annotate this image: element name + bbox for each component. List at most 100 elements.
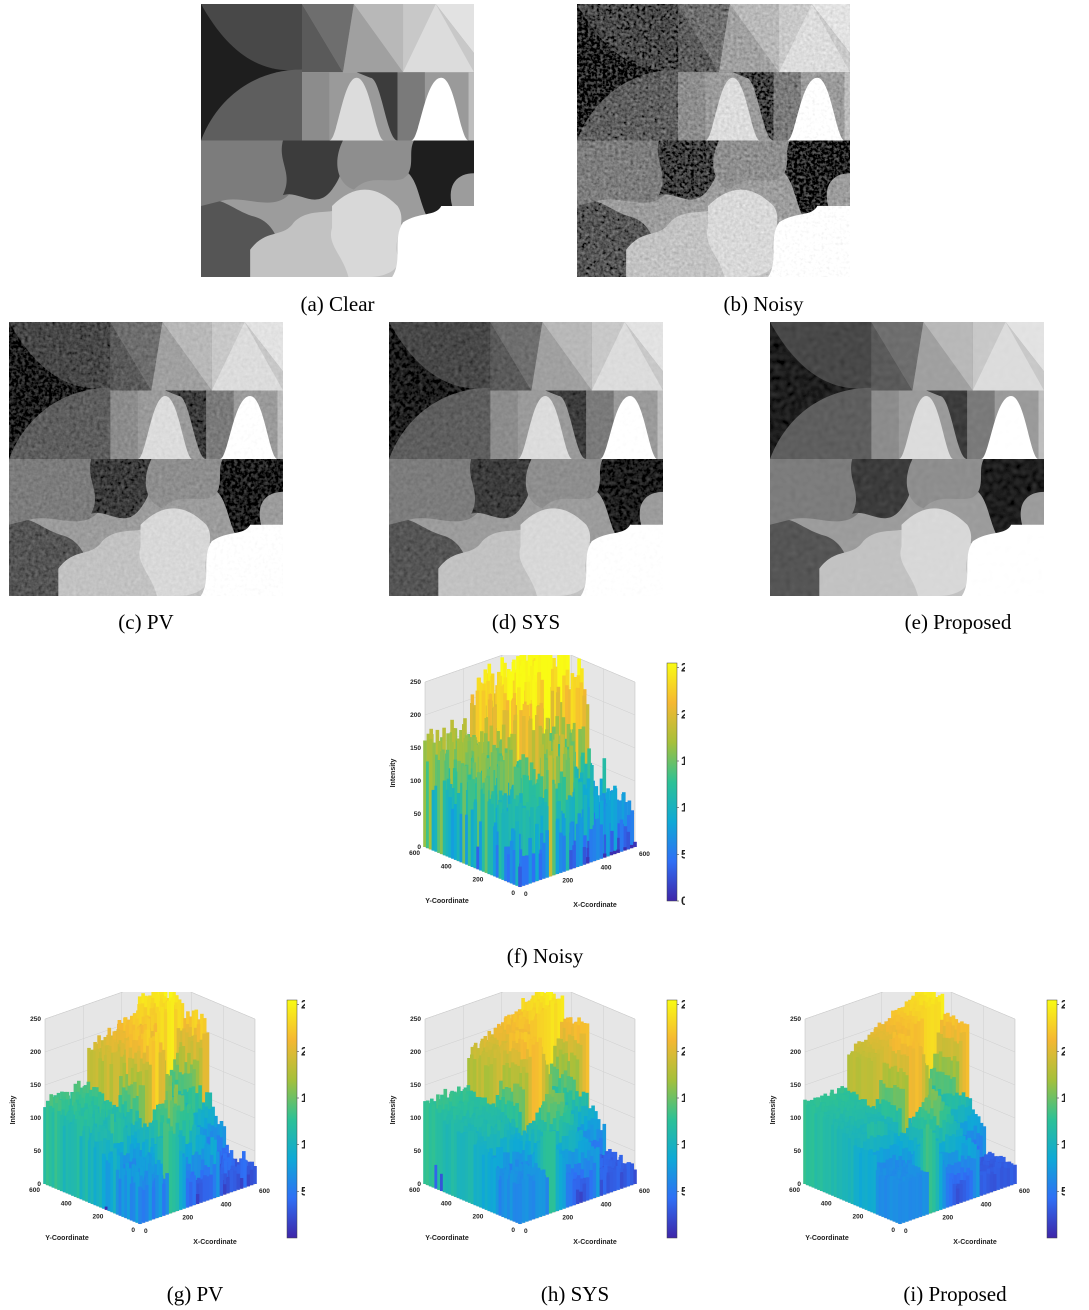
- pv-image: [9, 322, 283, 596]
- surface-column: [465, 1133, 469, 1202]
- surface-column: [518, 866, 522, 887]
- surface-column: [525, 810, 530, 883]
- surface-column: [107, 1162, 112, 1211]
- proposed-image: [770, 322, 1044, 596]
- x-axis-label: X-Ccordinate: [573, 1239, 617, 1246]
- surface-column: [870, 1155, 874, 1213]
- surface-column: [568, 850, 573, 870]
- surface-column: [437, 1112, 441, 1190]
- surface-column: [87, 1140, 92, 1203]
- colorbar-tick-label: 50: [301, 1184, 305, 1198]
- surface-column: [572, 1180, 576, 1206]
- z-axis-label: Intensity: [390, 1096, 397, 1125]
- surface-column: [423, 1101, 427, 1184]
- sys-image: [389, 322, 663, 596]
- surface-column: [603, 834, 607, 856]
- surface-column: [911, 1048, 916, 1183]
- surface-column: [440, 751, 444, 855]
- surface-column: [105, 1160, 109, 1208]
- surface-column: [606, 1175, 610, 1194]
- surface-column: [129, 1183, 134, 1221]
- surface-column: [579, 1191, 583, 1203]
- surface-column: [522, 807, 526, 884]
- surface-column: [470, 1132, 475, 1204]
- surface-column: [859, 1153, 863, 1208]
- surface-column: [585, 857, 590, 864]
- surface-column: [172, 1133, 176, 1213]
- surface-column: [582, 847, 587, 865]
- surface-column: [1006, 1168, 1010, 1187]
- surface-column: [512, 850, 517, 885]
- surface-column: [806, 1104, 810, 1186]
- y-tick-label: 200: [472, 1214, 483, 1221]
- surface-column: [626, 1162, 630, 1187]
- surface-column: [79, 1136, 84, 1200]
- surface-column: [569, 822, 574, 867]
- x-tick-label: 0: [524, 1228, 528, 1235]
- surface-column: [101, 1153, 106, 1209]
- surface-column: [908, 1045, 913, 1182]
- surface-column: [617, 823, 622, 849]
- surface-column: [525, 855, 529, 885]
- surface-column: [518, 1184, 522, 1224]
- x-tick-label: 600: [259, 1188, 270, 1195]
- surface-column: [423, 740, 427, 847]
- surface-column: [435, 1108, 439, 1187]
- surface-column: [223, 1173, 227, 1193]
- surface-column: [110, 1157, 114, 1213]
- surface-column: [431, 789, 436, 851]
- surface-column: [1013, 1164, 1017, 1184]
- surface-plot-sys: 0 50 100 150 200 250 Intensity 0 200 400 600 Y-Coor…: [385, 978, 701, 1252]
- colorbar-bar: [286, 999, 298, 1239]
- surface: [803, 987, 1017, 1224]
- x-tick-label: 200: [182, 1215, 193, 1222]
- surface-column: [104, 1206, 109, 1210]
- surface-column: [521, 1179, 526, 1223]
- surface-column: [633, 841, 637, 847]
- surface-column: [1009, 1163, 1014, 1186]
- colorbar-tick-label: 150: [681, 754, 685, 768]
- z-tick-label: 250: [410, 679, 421, 686]
- colorbar-tick-label: 100: [681, 1138, 685, 1152]
- surface-column: [531, 853, 536, 883]
- surface-column: [616, 849, 620, 853]
- surface-column: [484, 778, 489, 873]
- surface-column: [923, 1128, 927, 1212]
- surface-column: [574, 777, 579, 859]
- surface-column: [182, 1156, 186, 1209]
- z-tick-label: 200: [410, 1049, 421, 1056]
- surface-column: [155, 1175, 159, 1219]
- surface-column: [451, 1119, 455, 1196]
- colorbar-tick-label: 150: [301, 1091, 305, 1105]
- surface-column: [85, 1126, 89, 1202]
- surface-column: [124, 1175, 128, 1219]
- surface-column: [629, 1164, 634, 1186]
- surface-column: [582, 1183, 587, 1202]
- surface-column: [202, 1177, 207, 1202]
- surface-column: [232, 1170, 237, 1192]
- z-tick-label: 0: [417, 1181, 421, 1188]
- surface-column: [515, 821, 519, 886]
- z-tick-label: 150: [30, 1082, 41, 1089]
- surface-column: [434, 785, 438, 852]
- surface-column: [831, 1124, 835, 1196]
- surface-column: [243, 1159, 247, 1188]
- surface-column: [509, 840, 514, 884]
- surface-column: [979, 1135, 983, 1173]
- surface-column: [476, 1143, 480, 1207]
- surface-column: [976, 1149, 980, 1197]
- surface-column: [535, 1041, 539, 1182]
- noisy-image: [577, 4, 850, 277]
- surface-column: [493, 1157, 497, 1214]
- surface-column: [48, 1105, 53, 1187]
- surface-column: [619, 1173, 624, 1189]
- surface-column: [459, 813, 464, 863]
- surface-column: [54, 1103, 58, 1189]
- surface-column: [592, 825, 597, 862]
- colorbar-tick-label: 250: [681, 661, 685, 675]
- surface-column: [627, 815, 631, 847]
- surface-column: [209, 1174, 213, 1200]
- z-tick-label: 250: [410, 1016, 421, 1023]
- surface-column: [589, 829, 593, 863]
- surface-column: [161, 1183, 166, 1216]
